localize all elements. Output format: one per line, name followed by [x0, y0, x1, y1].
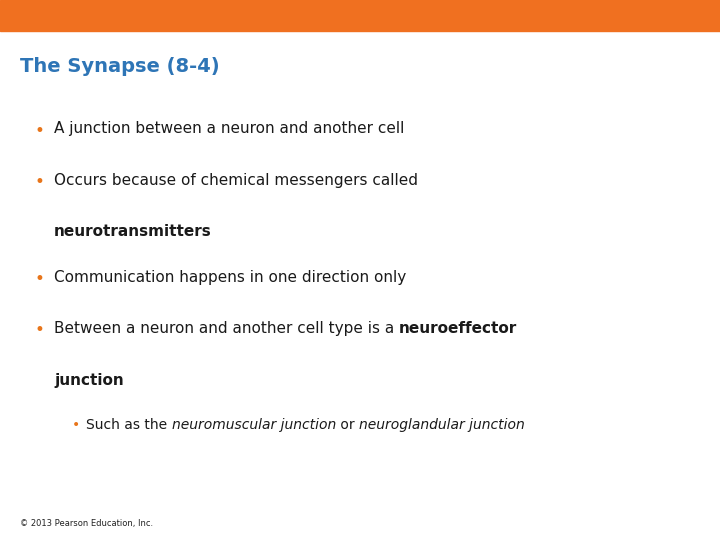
Text: •: •: [35, 173, 45, 191]
Text: A junction between a neuron and another cell: A junction between a neuron and another …: [54, 122, 405, 137]
Text: •: •: [35, 321, 45, 339]
Text: •: •: [35, 122, 45, 139]
Text: The Synapse (8-4): The Synapse (8-4): [20, 57, 220, 76]
Text: Such as the: Such as the: [86, 418, 172, 433]
Text: neurotransmitters: neurotransmitters: [54, 224, 212, 239]
Text: Communication happens in one direction only: Communication happens in one direction o…: [54, 270, 406, 285]
Text: neuromuscular junction: neuromuscular junction: [172, 418, 336, 433]
Text: Occurs because of chemical messengers called: Occurs because of chemical messengers ca…: [54, 173, 418, 188]
Text: neuroeffector: neuroeffector: [399, 321, 518, 336]
Text: •: •: [71, 418, 80, 433]
Text: or: or: [336, 418, 359, 433]
Text: neuroglandular junction: neuroglandular junction: [359, 418, 525, 433]
Text: junction: junction: [54, 373, 124, 388]
Text: Between a neuron and another cell type is a: Between a neuron and another cell type i…: [54, 321, 399, 336]
Text: © 2013 Pearson Education, Inc.: © 2013 Pearson Education, Inc.: [20, 519, 153, 528]
Text: •: •: [35, 270, 45, 288]
Bar: [0, 0, 720, 31]
